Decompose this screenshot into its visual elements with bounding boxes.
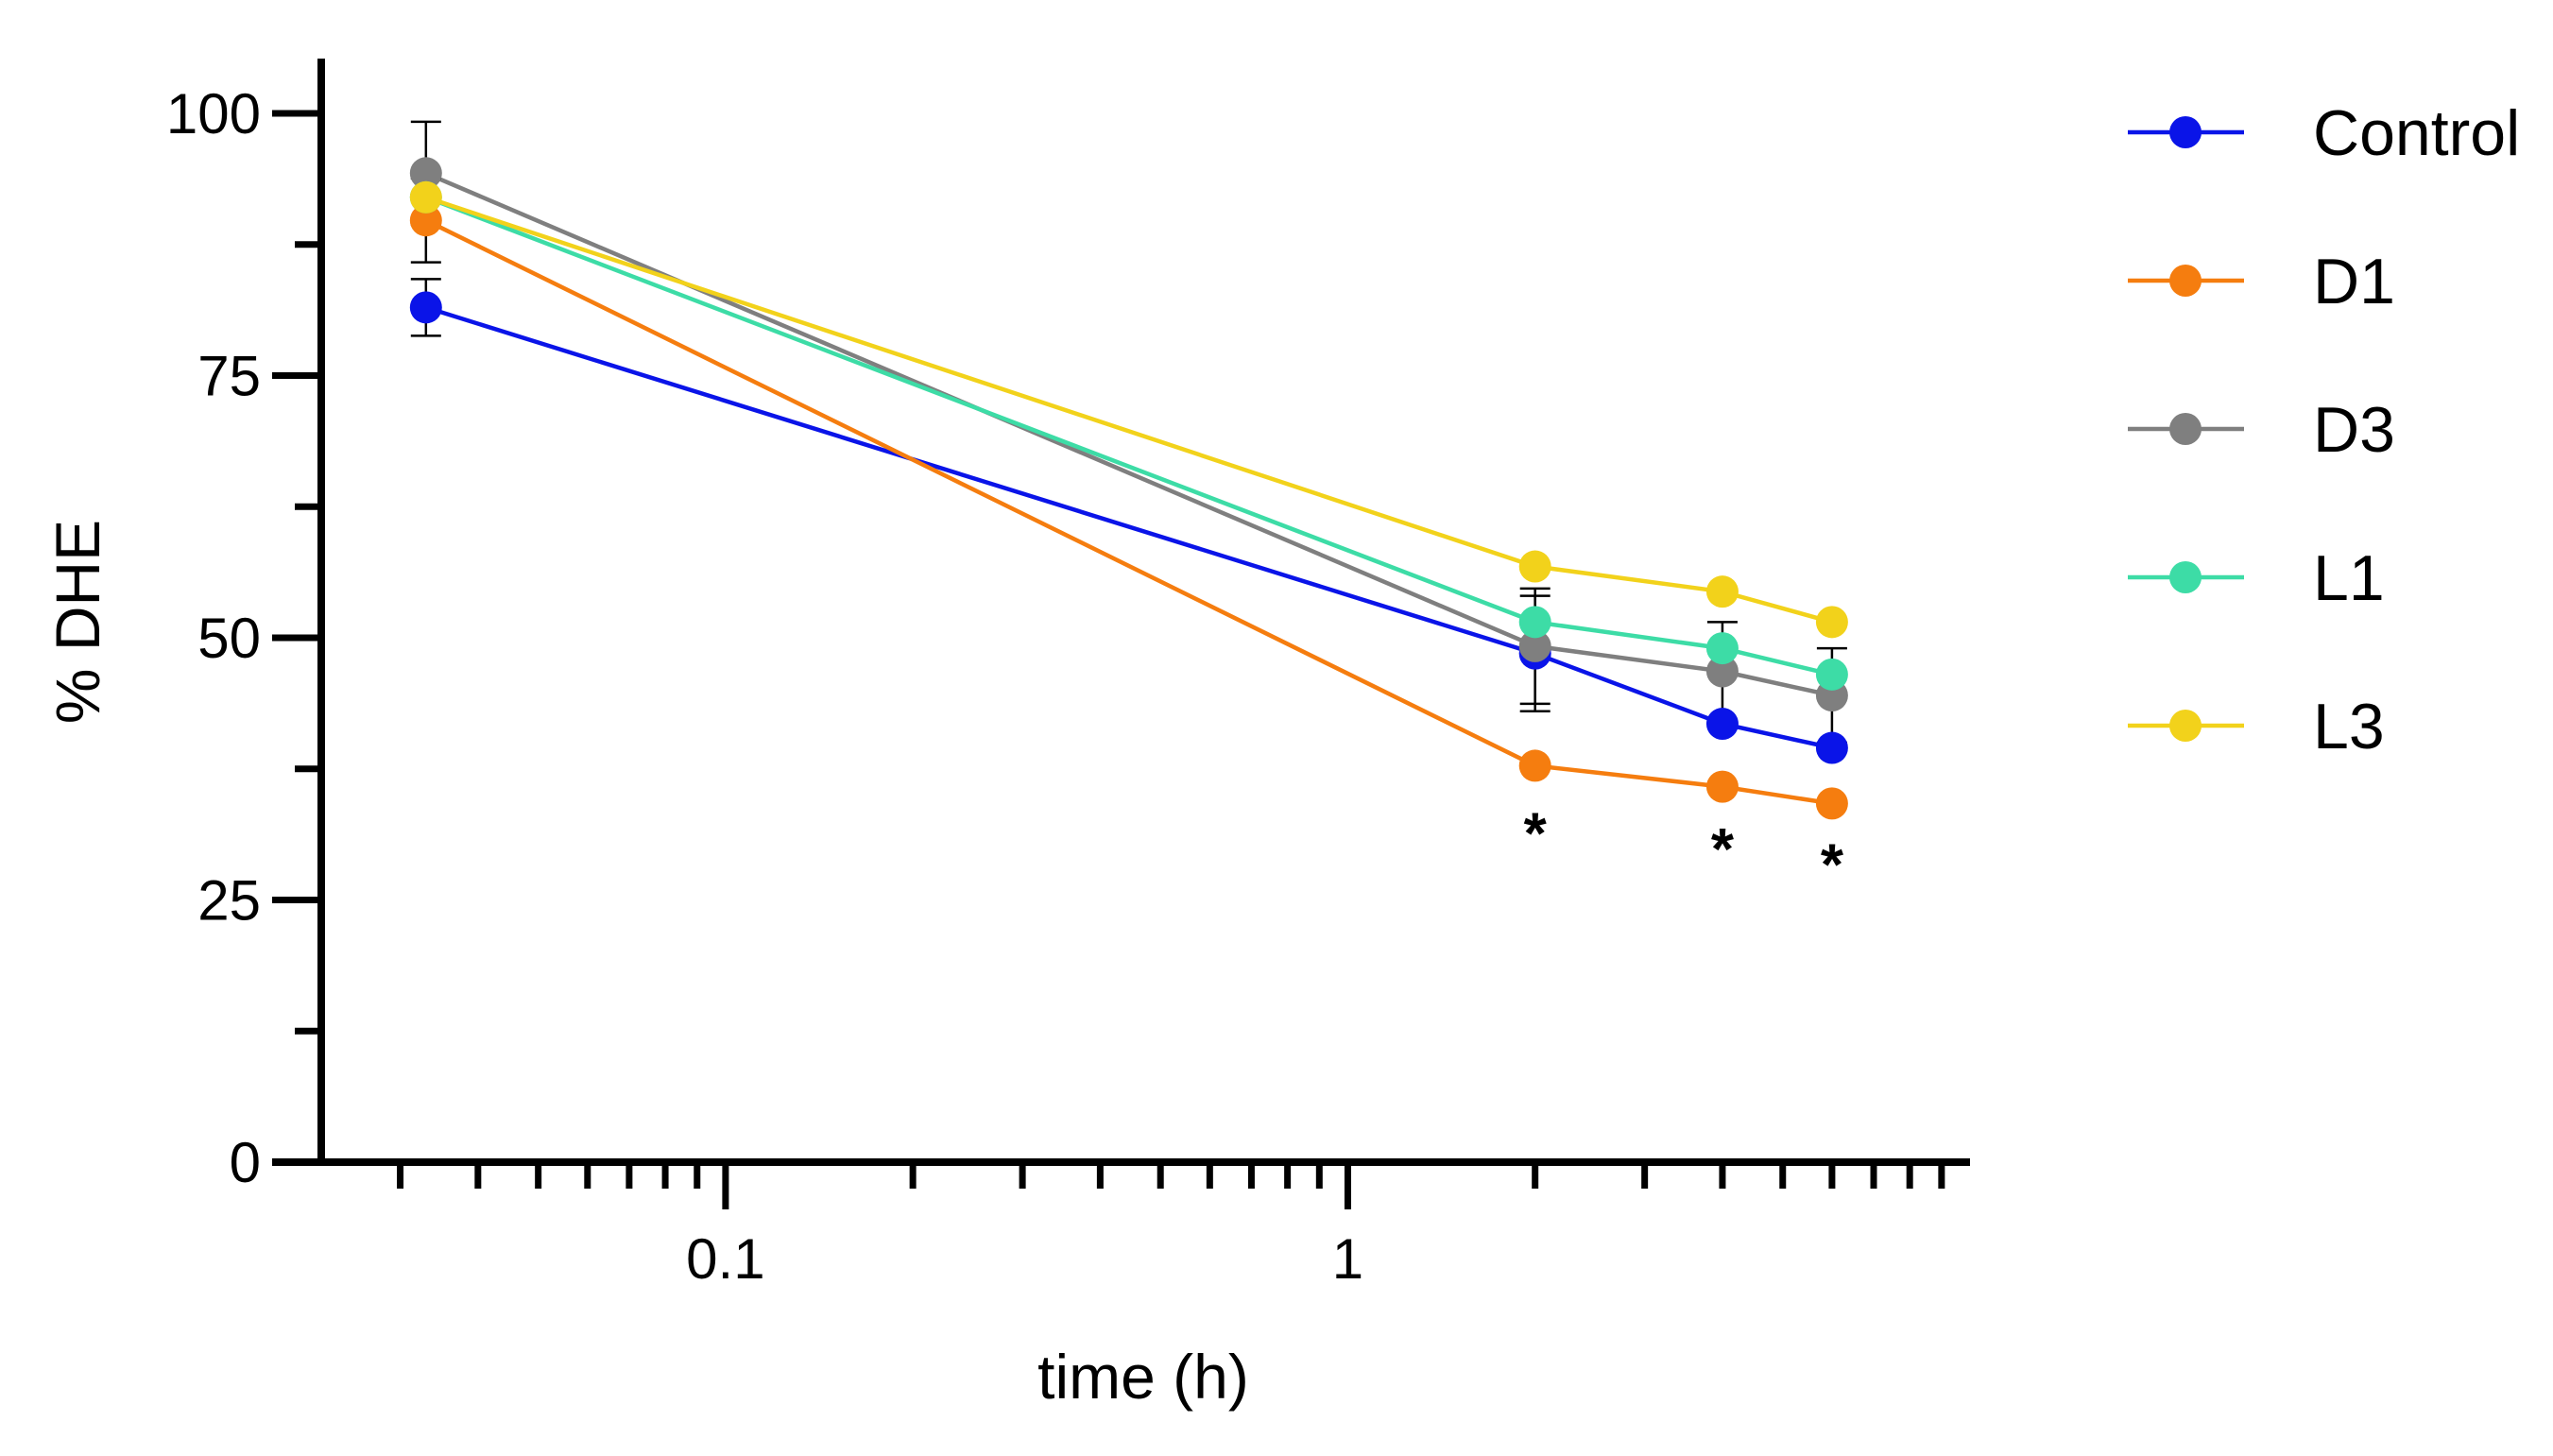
y-tick-label: 75 <box>197 345 261 408</box>
data-point <box>1518 749 1551 782</box>
legend-marker <box>2169 413 2202 445</box>
legend-item-d3: D3 <box>2128 394 2395 466</box>
data-point <box>1518 629 1551 662</box>
series-line <box>425 195 1833 625</box>
data-point <box>1705 575 1739 608</box>
significance-star: * <box>1524 801 1548 866</box>
markers-l3 <box>409 180 1848 639</box>
data-point <box>1815 731 1848 764</box>
legend-label: L1 <box>2313 542 2385 614</box>
legend-item-control: Control <box>2128 97 2520 169</box>
series-line <box>424 171 1833 698</box>
series-layer <box>409 120 1848 820</box>
legend-marker <box>2169 710 2202 742</box>
axes: 0 25 50 75 100 0.1 1 <box>166 59 1970 1291</box>
legend: Control D1 D3 L1 L3 <box>2128 97 2520 762</box>
data-point <box>1815 658 1848 691</box>
series-d1 <box>424 218 1833 806</box>
data-point <box>1705 655 1739 688</box>
data-point <box>409 157 442 190</box>
data-point <box>1815 787 1848 820</box>
y-tick-label: 100 <box>166 82 261 146</box>
legend-marker <box>2169 561 2202 593</box>
series-l3 <box>425 195 1833 625</box>
legend-label: L3 <box>2313 691 2385 762</box>
significance-star: * <box>1711 817 1735 882</box>
series-l1 <box>424 195 1833 677</box>
x-axis-title: time (h) <box>1037 1342 1249 1412</box>
series-line <box>424 195 1833 677</box>
annotation-layer: * * * <box>1524 801 1844 898</box>
y-tick-label: 50 <box>197 607 261 670</box>
significance-star: * <box>1821 833 1844 899</box>
legend-label: Control <box>2313 97 2520 169</box>
legend-marker <box>2169 116 2202 148</box>
data-point <box>1815 606 1848 639</box>
data-point <box>1705 708 1739 741</box>
series-line <box>425 305 1833 750</box>
legend-marker <box>2169 265 2202 297</box>
markers-d1 <box>409 204 1848 820</box>
x-tick-label: 1 <box>1332 1227 1363 1291</box>
data-point <box>409 291 442 324</box>
legend-label: D1 <box>2313 246 2395 317</box>
series-control <box>425 305 1833 750</box>
series-d3 <box>424 171 1833 698</box>
markers-d3 <box>409 157 1848 712</box>
legend-item-d1: D1 <box>2128 246 2395 317</box>
y-tick-label: 0 <box>230 1131 261 1194</box>
data-point <box>1518 550 1551 583</box>
legend-label: D3 <box>2313 394 2395 466</box>
data-point <box>409 204 442 237</box>
y-axis-title: % DHE <box>43 520 112 724</box>
data-point <box>1518 606 1551 639</box>
data-point <box>409 180 442 214</box>
series-line <box>424 218 1833 806</box>
data-point <box>1705 770 1739 803</box>
legend-item-l1: L1 <box>2128 542 2385 614</box>
x-tick-label: 0.1 <box>686 1227 764 1291</box>
y-tick-label: 25 <box>197 869 261 933</box>
data-point <box>1705 632 1739 665</box>
legend-item-l3: L3 <box>2128 691 2385 762</box>
